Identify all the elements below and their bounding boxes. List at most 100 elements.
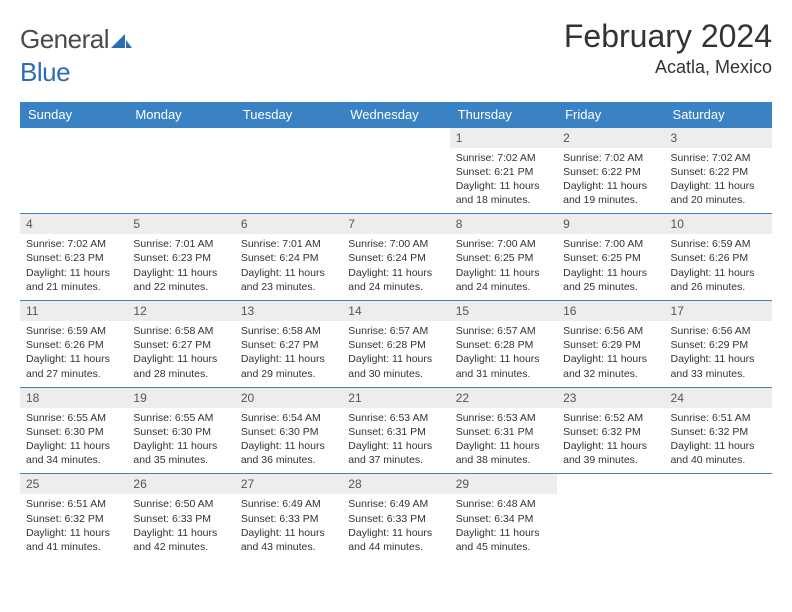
day-number: 9 <box>557 214 664 234</box>
calendar-cell: 3Sunrise: 7:02 AMSunset: 6:22 PMDaylight… <box>665 127 772 214</box>
day-number: 8 <box>450 214 557 234</box>
day-number: 17 <box>665 301 772 321</box>
calendar-cell: 2Sunrise: 7:02 AMSunset: 6:22 PMDaylight… <box>557 127 664 214</box>
day-content: Sunrise: 6:53 AMSunset: 6:31 PMDaylight:… <box>450 408 557 474</box>
day-number: 18 <box>20 388 127 408</box>
calendar-cell: 1Sunrise: 7:02 AMSunset: 6:21 PMDaylight… <box>450 127 557 214</box>
day-content: Sunrise: 7:00 AMSunset: 6:24 PMDaylight:… <box>342 234 449 300</box>
day-content: Sunrise: 6:52 AMSunset: 6:32 PMDaylight:… <box>557 408 664 474</box>
day-content: Sunrise: 7:01 AMSunset: 6:23 PMDaylight:… <box>127 234 234 300</box>
logo-text: GeneralBlue <box>20 24 135 88</box>
day-number: 11 <box>20 301 127 321</box>
calendar-cell: 17Sunrise: 6:56 AMSunset: 6:29 PMDayligh… <box>665 301 772 388</box>
page-subtitle: Acatla, Mexico <box>564 57 772 78</box>
day-number <box>557 474 664 492</box>
day-content: Sunrise: 6:57 AMSunset: 6:28 PMDaylight:… <box>450 321 557 387</box>
weekday-header: Wednesday <box>342 102 449 128</box>
calendar-cell: 23Sunrise: 6:52 AMSunset: 6:32 PMDayligh… <box>557 387 664 474</box>
day-number: 13 <box>235 301 342 321</box>
calendar-cell <box>557 474 664 560</box>
calendar-cell: 11Sunrise: 6:59 AMSunset: 6:26 PMDayligh… <box>20 301 127 388</box>
calendar-cell: 28Sunrise: 6:49 AMSunset: 6:33 PMDayligh… <box>342 474 449 560</box>
day-content <box>127 146 234 208</box>
day-number: 21 <box>342 388 449 408</box>
header: GeneralBlue February 2024 Acatla, Mexico <box>20 18 772 88</box>
day-number: 26 <box>127 474 234 494</box>
day-content: Sunrise: 6:56 AMSunset: 6:29 PMDaylight:… <box>665 321 772 387</box>
day-number <box>235 128 342 146</box>
day-content <box>235 146 342 208</box>
calendar-cell: 13Sunrise: 6:58 AMSunset: 6:27 PMDayligh… <box>235 301 342 388</box>
day-content: Sunrise: 6:49 AMSunset: 6:33 PMDaylight:… <box>235 494 342 560</box>
day-number <box>127 128 234 146</box>
calendar-cell: 27Sunrise: 6:49 AMSunset: 6:33 PMDayligh… <box>235 474 342 560</box>
calendar-cell: 29Sunrise: 6:48 AMSunset: 6:34 PMDayligh… <box>450 474 557 560</box>
logo-sail-icon <box>111 26 133 57</box>
calendar-row: 25Sunrise: 6:51 AMSunset: 6:32 PMDayligh… <box>20 474 772 560</box>
day-number: 20 <box>235 388 342 408</box>
weekday-header: Sunday <box>20 102 127 128</box>
day-content: Sunrise: 6:49 AMSunset: 6:33 PMDaylight:… <box>342 494 449 560</box>
calendar-cell: 24Sunrise: 6:51 AMSunset: 6:32 PMDayligh… <box>665 387 772 474</box>
calendar-row: 18Sunrise: 6:55 AMSunset: 6:30 PMDayligh… <box>20 387 772 474</box>
day-content <box>20 146 127 208</box>
calendar-cell: 8Sunrise: 7:00 AMSunset: 6:25 PMDaylight… <box>450 214 557 301</box>
weekday-header: Thursday <box>450 102 557 128</box>
day-content: Sunrise: 7:00 AMSunset: 6:25 PMDaylight:… <box>450 234 557 300</box>
title-block: February 2024 Acatla, Mexico <box>564 18 772 78</box>
day-content <box>342 146 449 208</box>
day-number: 12 <box>127 301 234 321</box>
day-content: Sunrise: 6:56 AMSunset: 6:29 PMDaylight:… <box>557 321 664 387</box>
page-title: February 2024 <box>564 18 772 55</box>
day-content: Sunrise: 6:59 AMSunset: 6:26 PMDaylight:… <box>665 234 772 300</box>
weekday-header: Saturday <box>665 102 772 128</box>
calendar-cell <box>127 127 234 214</box>
day-number: 29 <box>450 474 557 494</box>
logo-text-blue: Blue <box>20 57 70 87</box>
day-content: Sunrise: 6:58 AMSunset: 6:27 PMDaylight:… <box>127 321 234 387</box>
calendar-cell: 22Sunrise: 6:53 AMSunset: 6:31 PMDayligh… <box>450 387 557 474</box>
day-content: Sunrise: 6:51 AMSunset: 6:32 PMDaylight:… <box>665 408 772 474</box>
day-number: 16 <box>557 301 664 321</box>
day-content <box>557 492 664 554</box>
weekday-header: Friday <box>557 102 664 128</box>
calendar-row: 1Sunrise: 7:02 AMSunset: 6:21 PMDaylight… <box>20 127 772 214</box>
calendar-cell: 26Sunrise: 6:50 AMSunset: 6:33 PMDayligh… <box>127 474 234 560</box>
day-number <box>342 128 449 146</box>
day-content: Sunrise: 6:51 AMSunset: 6:32 PMDaylight:… <box>20 494 127 560</box>
day-content: Sunrise: 7:00 AMSunset: 6:25 PMDaylight:… <box>557 234 664 300</box>
weekday-header: Tuesday <box>235 102 342 128</box>
day-content: Sunrise: 6:50 AMSunset: 6:33 PMDaylight:… <box>127 494 234 560</box>
day-number: 24 <box>665 388 772 408</box>
day-number: 22 <box>450 388 557 408</box>
day-content: Sunrise: 6:54 AMSunset: 6:30 PMDaylight:… <box>235 408 342 474</box>
day-content: Sunrise: 7:01 AMSunset: 6:24 PMDaylight:… <box>235 234 342 300</box>
calendar-cell: 12Sunrise: 6:58 AMSunset: 6:27 PMDayligh… <box>127 301 234 388</box>
day-content: Sunrise: 7:02 AMSunset: 6:21 PMDaylight:… <box>450 148 557 214</box>
day-number: 3 <box>665 128 772 148</box>
calendar-cell: 19Sunrise: 6:55 AMSunset: 6:30 PMDayligh… <box>127 387 234 474</box>
calendar-body: 1Sunrise: 7:02 AMSunset: 6:21 PMDaylight… <box>20 127 772 560</box>
day-number: 6 <box>235 214 342 234</box>
day-number: 19 <box>127 388 234 408</box>
weekday-header-row: SundayMondayTuesdayWednesdayThursdayFrid… <box>20 102 772 128</box>
day-content: Sunrise: 7:02 AMSunset: 6:22 PMDaylight:… <box>665 148 772 214</box>
calendar-cell <box>342 127 449 214</box>
calendar-cell: 16Sunrise: 6:56 AMSunset: 6:29 PMDayligh… <box>557 301 664 388</box>
calendar-cell: 6Sunrise: 7:01 AMSunset: 6:24 PMDaylight… <box>235 214 342 301</box>
day-content: Sunrise: 7:02 AMSunset: 6:23 PMDaylight:… <box>20 234 127 300</box>
calendar-row: 11Sunrise: 6:59 AMSunset: 6:26 PMDayligh… <box>20 301 772 388</box>
day-number: 23 <box>557 388 664 408</box>
day-number: 4 <box>20 214 127 234</box>
weekday-header: Monday <box>127 102 234 128</box>
day-content: Sunrise: 6:58 AMSunset: 6:27 PMDaylight:… <box>235 321 342 387</box>
day-content: Sunrise: 7:02 AMSunset: 6:22 PMDaylight:… <box>557 148 664 214</box>
day-content: Sunrise: 6:53 AMSunset: 6:31 PMDaylight:… <box>342 408 449 474</box>
logo: GeneralBlue <box>20 18 135 88</box>
day-content: Sunrise: 6:57 AMSunset: 6:28 PMDaylight:… <box>342 321 449 387</box>
day-number: 5 <box>127 214 234 234</box>
calendar-cell: 7Sunrise: 7:00 AMSunset: 6:24 PMDaylight… <box>342 214 449 301</box>
day-content <box>665 492 772 554</box>
calendar-cell: 10Sunrise: 6:59 AMSunset: 6:26 PMDayligh… <box>665 214 772 301</box>
calendar-row: 4Sunrise: 7:02 AMSunset: 6:23 PMDaylight… <box>20 214 772 301</box>
